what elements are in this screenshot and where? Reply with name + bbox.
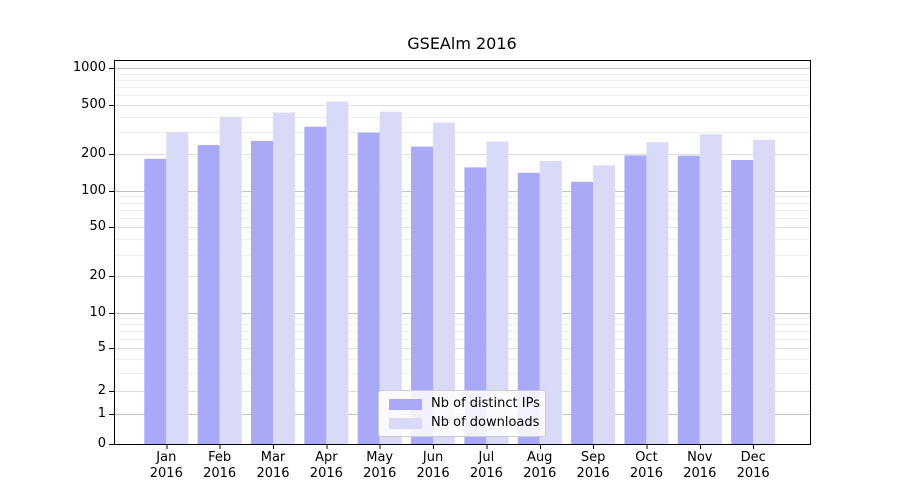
y-tick-label-200: 200: [81, 146, 106, 161]
bar-downloads-feb: [219, 116, 242, 444]
x-tick-label-dec: Dec 2016: [736, 450, 770, 481]
bar-distinct-ips-jan: [144, 158, 167, 444]
bar-downloads-mar: [273, 112, 295, 444]
bar-downloads-oct: [646, 142, 669, 445]
bar-downloads-apr: [326, 101, 349, 444]
bar-distinct-ips-apr: [304, 126, 327, 445]
bar-downloads-jun: [433, 122, 456, 445]
bar-downloads-may: [379, 111, 402, 445]
bar-distinct-ips-aug: [517, 172, 540, 444]
bar-distinct-ips-sep: [571, 181, 594, 444]
y-tick-label-1000: 1000: [72, 60, 106, 75]
bar-downloads-aug: [539, 160, 562, 444]
x-tick-label-sep: Sep 2016: [576, 450, 610, 481]
bar-downloads-jan: [166, 132, 189, 444]
legend-item-downloads: Nb of downloads: [389, 416, 545, 430]
x-tick-label-nov: Nov 2016: [683, 450, 717, 481]
legend-label: Nb of distinct IPs: [431, 396, 540, 411]
x-tick-label-jul: Jul 2016: [469, 450, 503, 481]
bar-distinct-ips-may: [357, 132, 380, 444]
legend: Nb of distinct IPs Nb of downloads: [378, 390, 546, 437]
bar-distinct-ips-jul: [464, 167, 487, 444]
bar-downloads-dec: [753, 139, 776, 444]
bar-downloads-jul: [486, 141, 509, 444]
x-tick-label-apr: Apr 2016: [309, 450, 343, 481]
legend-swatch-distinct-ips: [389, 398, 422, 410]
bar-distinct-ips-dec: [731, 160, 754, 445]
x-tick-label-may: May 2016: [363, 450, 397, 481]
bar-downloads-nov: [699, 134, 722, 445]
x-tick-label-jan: Jan 2016: [149, 450, 183, 481]
y-tick-label-0: 0: [97, 436, 106, 451]
y-tick-label-1: 1: [97, 406, 106, 421]
bar-distinct-ips-jun: [411, 146, 434, 444]
y-tick-label-50: 50: [89, 219, 106, 234]
y-tick-label-10: 10: [89, 305, 106, 320]
y-tick-label-20: 20: [89, 268, 106, 283]
x-tick-label-jun: Jun 2016: [416, 450, 450, 481]
y-tick-label-5: 5: [97, 340, 106, 355]
legend-item-distinct-ips: Nb of distinct IPs: [389, 397, 545, 411]
bar-distinct-ips-feb: [197, 145, 220, 445]
y-tick-label-2: 2: [97, 383, 106, 398]
x-tick-label-mar: Mar 2016: [256, 450, 290, 481]
legend-swatch-downloads: [389, 417, 422, 429]
x-tick-label-aug: Aug 2016: [523, 450, 557, 481]
axes-box: [114, 60, 811, 445]
legend-label: Nb of downloads: [431, 415, 540, 430]
y-tick-label-500: 500: [81, 97, 106, 112]
y-tick-label-100: 100: [81, 183, 106, 198]
bar-distinct-ips-nov: [677, 155, 700, 444]
bar-distinct-ips-mar: [251, 140, 273, 444]
x-tick-label-feb: Feb 2016: [203, 450, 237, 481]
chart-title: GSEAlm 2016: [407, 34, 517, 53]
x-tick-label-oct: Oct 2016: [629, 450, 663, 481]
bar-downloads-sep: [593, 165, 616, 445]
bar-distinct-ips-oct: [624, 155, 647, 444]
